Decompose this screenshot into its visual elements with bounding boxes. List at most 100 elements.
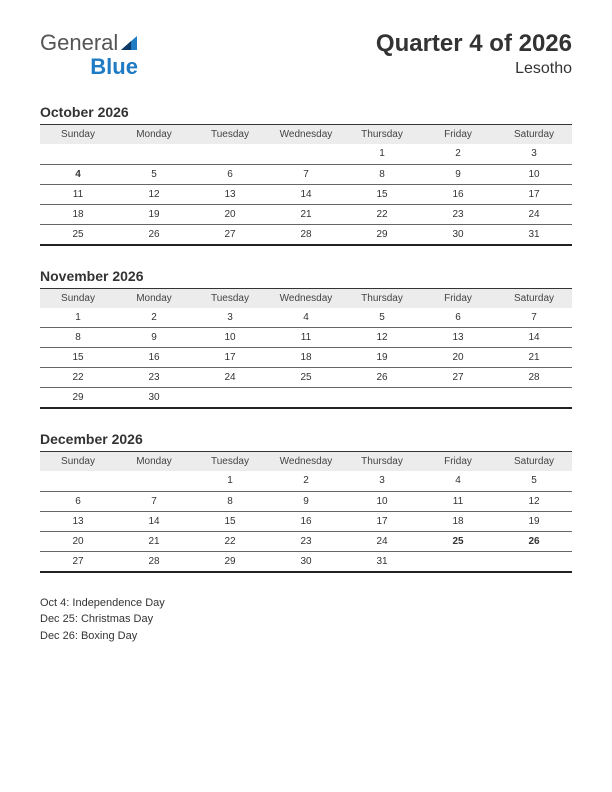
calendar-cell xyxy=(116,144,192,164)
logo: General xyxy=(40,30,137,56)
calendar-cell xyxy=(40,471,116,491)
calendar-cell: 13 xyxy=(40,511,116,531)
calendar-cell: 29 xyxy=(192,551,268,572)
calendar-cell: 20 xyxy=(192,204,268,224)
calendar-cell xyxy=(268,388,344,409)
calendar-cell: 5 xyxy=(344,308,420,328)
calendar-cell: 15 xyxy=(344,184,420,204)
day-header: Friday xyxy=(420,452,496,472)
calendar-cell: 14 xyxy=(496,328,572,348)
calendar-cell: 25 xyxy=(268,368,344,388)
calendar-cell: 19 xyxy=(496,511,572,531)
calendar-cell: 12 xyxy=(344,328,420,348)
calendar-cell: 26 xyxy=(344,368,420,388)
calendar-cell: 8 xyxy=(344,164,420,184)
calendar-cell: 22 xyxy=(344,204,420,224)
calendar-table: SundayMondayTuesdayWednesdayThursdayFrid… xyxy=(40,288,572,410)
calendar-cell: 22 xyxy=(40,368,116,388)
calendar-cell xyxy=(420,388,496,409)
calendar-cell: 7 xyxy=(268,164,344,184)
calendar-cell: 24 xyxy=(192,368,268,388)
calendar-cell: 25 xyxy=(40,224,116,245)
month-name: October 2026 xyxy=(40,104,572,120)
calendar-cell: 26 xyxy=(496,531,572,551)
calendar-cell: 20 xyxy=(420,348,496,368)
day-header: Tuesday xyxy=(192,288,268,308)
holiday-entry: Oct 4: Independence Day xyxy=(40,595,572,612)
calendar-cell: 1 xyxy=(344,144,420,164)
calendar-cell: 7 xyxy=(496,308,572,328)
calendar-cell: 28 xyxy=(116,551,192,572)
calendar-cell: 24 xyxy=(344,531,420,551)
month-name: November 2026 xyxy=(40,268,572,284)
day-header: Thursday xyxy=(344,452,420,472)
calendar-row: 25262728293031 xyxy=(40,224,572,245)
logo-triangle-icon xyxy=(121,30,137,56)
holidays-list: Oct 4: Independence DayDec 25: Christmas… xyxy=(40,595,572,645)
day-header: Thursday xyxy=(344,288,420,308)
calendar-cell xyxy=(40,144,116,164)
calendar-cell: 4 xyxy=(40,164,116,184)
day-header: Wednesday xyxy=(268,288,344,308)
month-name: December 2026 xyxy=(40,431,572,447)
calendar-cell: 30 xyxy=(420,224,496,245)
calendar-cell: 15 xyxy=(192,511,268,531)
calendar-cell xyxy=(344,388,420,409)
calendar-cell: 2 xyxy=(268,471,344,491)
calendar-cell: 13 xyxy=(420,328,496,348)
calendar-cell: 19 xyxy=(344,348,420,368)
calendar-cell: 14 xyxy=(268,184,344,204)
calendar-row: 123 xyxy=(40,144,572,164)
day-header: Monday xyxy=(116,288,192,308)
calendar-cell: 8 xyxy=(192,491,268,511)
calendar-cell: 12 xyxy=(116,184,192,204)
calendar-row: 20212223242526 xyxy=(40,531,572,551)
calendar-row: 15161718192021 xyxy=(40,348,572,368)
calendar-cell: 16 xyxy=(268,511,344,531)
calendar-table: SundayMondayTuesdayWednesdayThursdayFrid… xyxy=(40,451,572,573)
calendar-row: 45678910 xyxy=(40,164,572,184)
calendar-cell: 9 xyxy=(116,328,192,348)
calendar-cell: 28 xyxy=(496,368,572,388)
calendar-cell: 11 xyxy=(40,184,116,204)
calendar-cell xyxy=(496,388,572,409)
day-header: Sunday xyxy=(40,452,116,472)
day-header: Saturday xyxy=(496,288,572,308)
calendar-row: 13141516171819 xyxy=(40,511,572,531)
calendar-cell: 11 xyxy=(268,328,344,348)
calendar-row: 22232425262728 xyxy=(40,368,572,388)
calendar-cell: 24 xyxy=(496,204,572,224)
calendar-cell: 25 xyxy=(420,531,496,551)
calendar-cell: 15 xyxy=(40,348,116,368)
day-header: Sunday xyxy=(40,288,116,308)
page-subtitle: Lesotho xyxy=(376,60,572,78)
calendar-cell: 23 xyxy=(268,531,344,551)
calendar-cell: 17 xyxy=(496,184,572,204)
calendar-cell: 9 xyxy=(420,164,496,184)
month-block: December 2026 SundayMondayTuesdayWednesda… xyxy=(40,431,572,573)
month-block: November 2026 SundayMondayTuesdayWednesda… xyxy=(40,268,572,410)
day-header: Friday xyxy=(420,288,496,308)
calendar-cell: 27 xyxy=(420,368,496,388)
calendar-cell: 18 xyxy=(268,348,344,368)
calendar-cell: 19 xyxy=(116,204,192,224)
calendar-row: 11121314151617 xyxy=(40,184,572,204)
calendar-cell xyxy=(420,551,496,572)
calendar-cell: 11 xyxy=(420,491,496,511)
month-block: October 2026SundayMondayTuesdayWednesday… xyxy=(40,104,572,246)
calendar-row: 6789101112 xyxy=(40,491,572,511)
holiday-entry: Dec 26: Boxing Day xyxy=(40,628,572,645)
calendar-cell: 18 xyxy=(40,204,116,224)
calendar-cell: 16 xyxy=(116,348,192,368)
calendar-cell: 6 xyxy=(40,491,116,511)
title-block: Quarter 4 of 2026 Lesotho xyxy=(376,30,572,78)
calendar-cell xyxy=(116,471,192,491)
calendar-cell xyxy=(268,144,344,164)
months-container: October 2026SundayMondayTuesdayWednesday… xyxy=(40,104,572,573)
calendar-cell xyxy=(192,388,268,409)
calendar-cell: 3 xyxy=(496,144,572,164)
calendar-cell: 13 xyxy=(192,184,268,204)
calendar-cell: 1 xyxy=(192,471,268,491)
calendar-cell: 2 xyxy=(116,308,192,328)
calendar-cell: 6 xyxy=(420,308,496,328)
